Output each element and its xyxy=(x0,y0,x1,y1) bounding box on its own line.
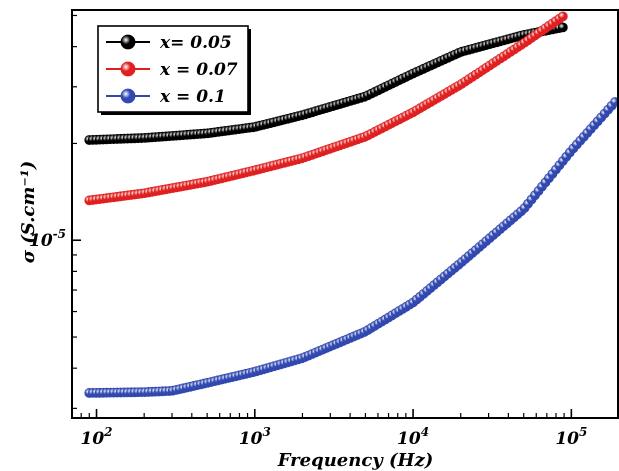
data-point xyxy=(557,22,568,33)
legend-marker xyxy=(120,34,136,50)
data-point xyxy=(610,97,619,107)
y-axis-label: σ (S.cm⁻¹) xyxy=(18,161,39,264)
legend-item: x = 0.1 xyxy=(106,87,226,107)
legend-marker xyxy=(120,61,136,77)
legend-label: x = 0.07 xyxy=(159,60,238,80)
x-tick-label: 102 xyxy=(81,425,113,449)
legend-marker xyxy=(120,88,136,104)
series-1 xyxy=(84,22,568,145)
legend-label: x = 0.1 xyxy=(159,87,226,107)
x-axis-label: Frequency (Hz) xyxy=(277,450,434,471)
legend-label: x= 0.05 xyxy=(159,33,232,53)
plot-area xyxy=(84,11,619,398)
legend-item: x= 0.05 xyxy=(106,33,232,53)
x-tick-label: 105 xyxy=(555,425,587,449)
x-tick-label: 103 xyxy=(239,425,271,449)
series-3 xyxy=(84,97,619,398)
legend-item: x = 0.07 xyxy=(106,60,238,80)
legend: x= 0.05 x = 0.07 x = 0.1 xyxy=(97,25,251,115)
plot-frame xyxy=(71,9,619,419)
x-tick-label: 104 xyxy=(397,425,429,449)
data-point xyxy=(557,11,568,22)
series-2 xyxy=(84,11,568,206)
